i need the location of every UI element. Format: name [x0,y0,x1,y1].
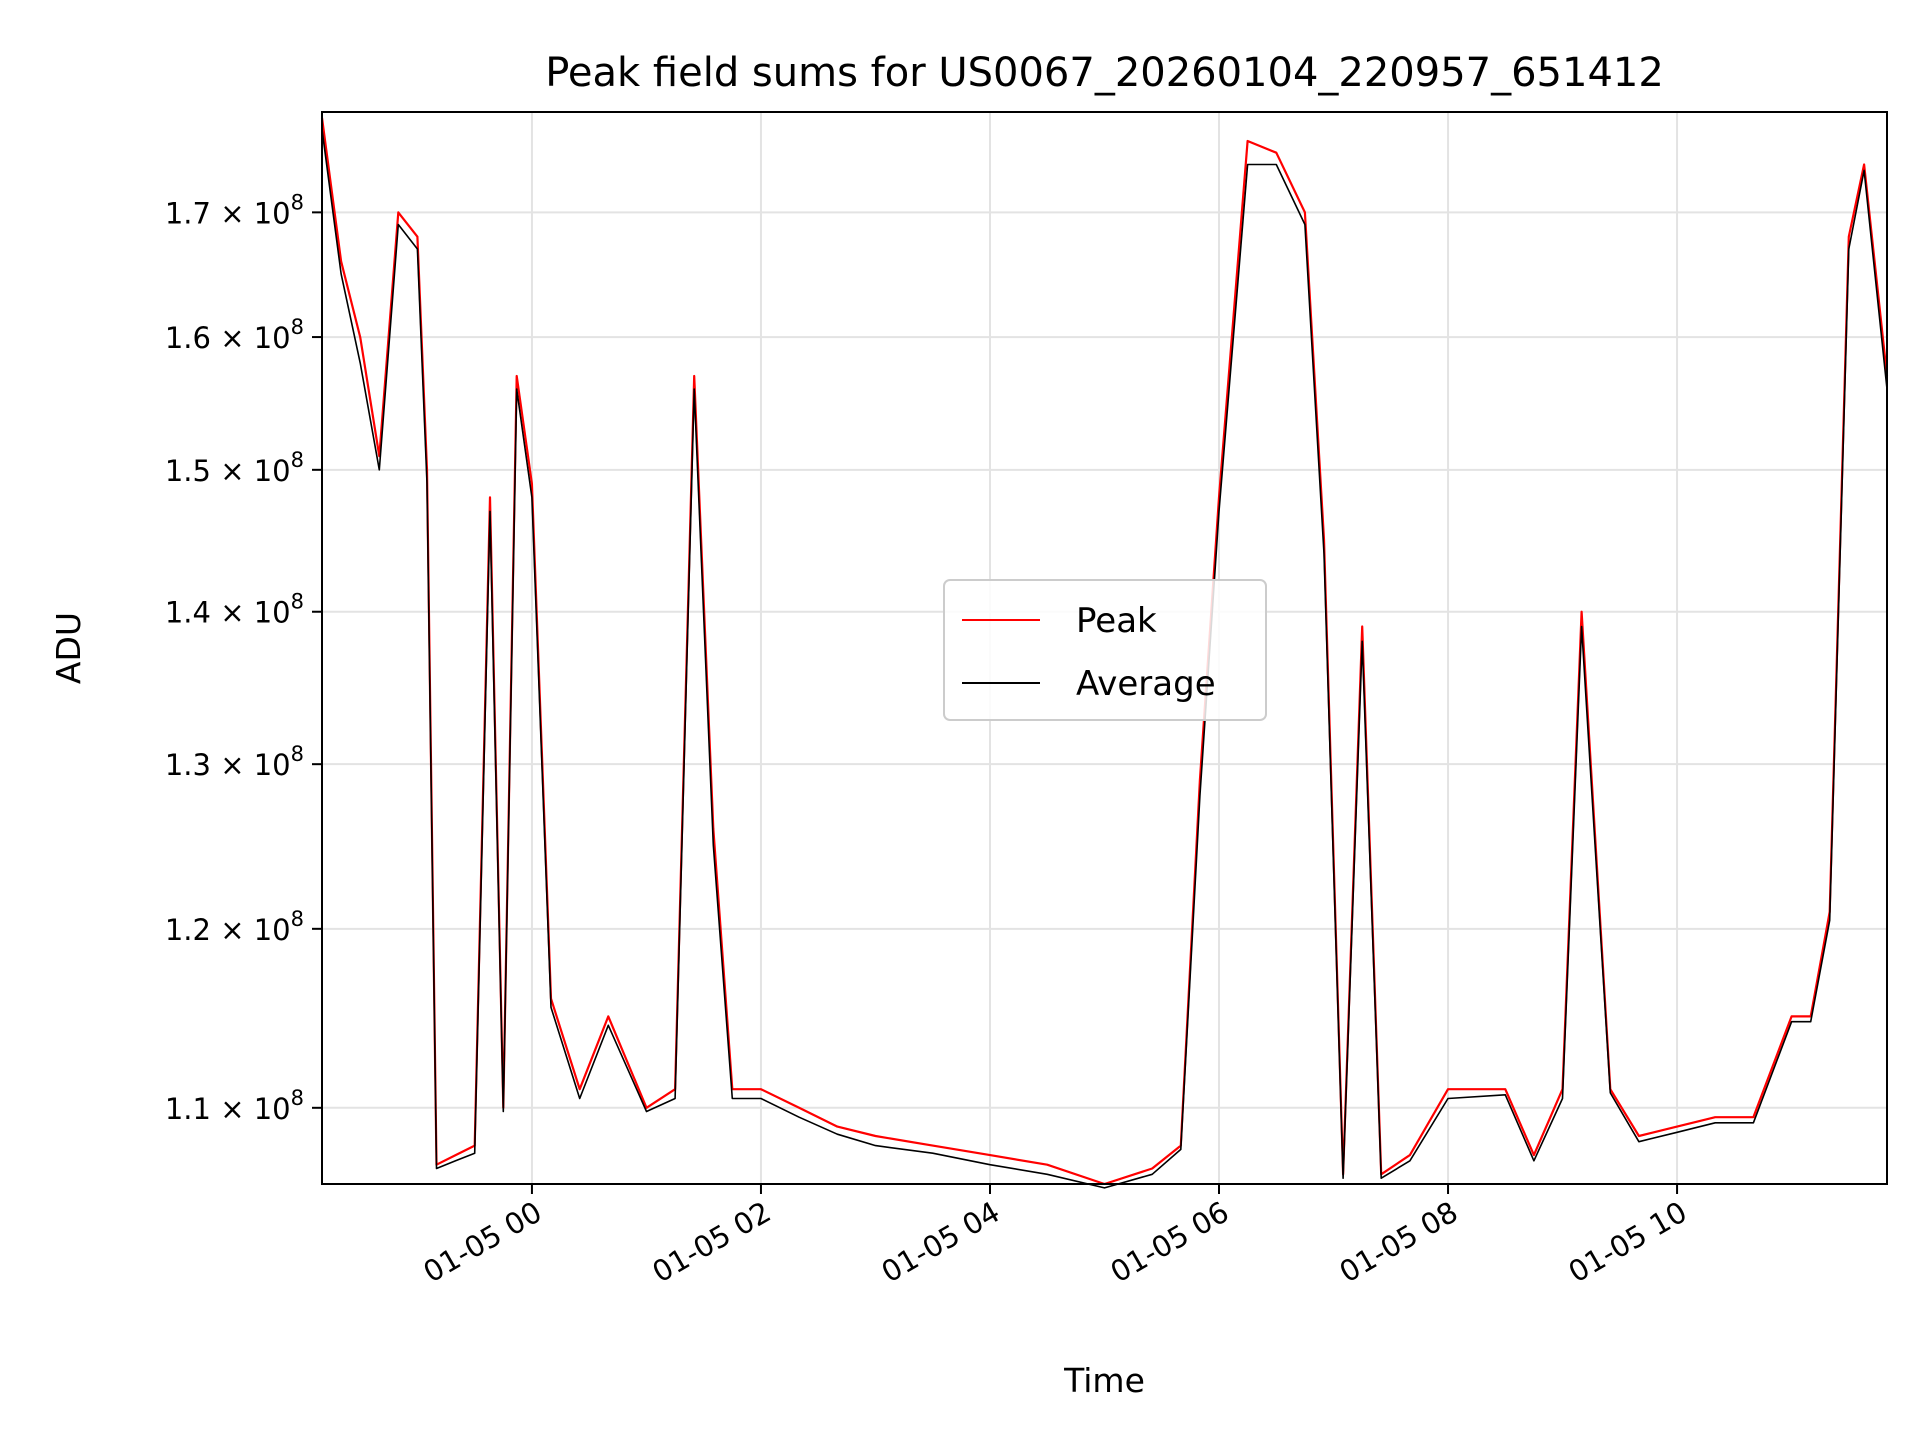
x-tick-label: 01-05 04 [876,1195,1006,1290]
series-line-average [321,129,1888,1189]
x-axis-label: Time [1063,1361,1145,1400]
y-tick-mantissa: 1.5 [165,454,211,488]
y-tick-exponent: 8 [291,907,304,931]
y-tick-exponent: 8 [291,190,304,214]
y-tick-exponent: 8 [291,742,304,766]
y-tick-mantissa: 1.3 [165,748,211,782]
y-tick-label: 1.3 × 108 [165,742,304,782]
plot-frame [321,111,1888,1185]
x-tick-label: 01-05 06 [1105,1195,1235,1290]
y-tick-mantissa: 1.6 [165,321,211,355]
x-tick-label: 01-05 00 [418,1195,548,1290]
y-axis-label: ADU [49,612,88,684]
y-tick-label: 1.7 × 108 [165,190,304,230]
y-tick-mantissa: 1.1 [165,1092,211,1126]
y-tick-times: × 10 [211,454,291,488]
legend-box [943,579,1267,721]
y-tick-times: × 10 [211,748,291,782]
y-tick-times: × 10 [211,321,291,355]
x-tick-label: 01-05 02 [647,1195,777,1290]
series-layer [320,117,1889,1189]
y-tick-label: 1.5 × 108 [165,448,304,488]
x-tick-label: 01-05 08 [1334,1195,1464,1290]
y-tick-label: 1.1 × 108 [165,1086,304,1126]
y-tick-mantissa: 1.4 [165,596,211,630]
series-average [321,129,1888,1189]
y-tick-exponent: 8 [291,315,304,339]
y-tick-exponent: 8 [291,1086,304,1110]
y-tick-exponent: 8 [291,448,304,472]
x-tick-label: 01-05 10 [1563,1195,1693,1290]
chart-title: Peak field sums for US0067_20260104_2209… [545,50,1664,96]
y-tick-exponent: 8 [291,590,304,614]
y-tick-times: × 10 [211,596,291,630]
y-tick-times: × 10 [211,913,291,947]
y-tick-mantissa: 1.2 [165,913,211,947]
legend-label: Peak [1076,601,1157,641]
y-tick-label: 1.2 × 108 [165,907,304,947]
y-tick-mantissa: 1.7 [165,196,211,230]
grid-lines [322,112,1887,1184]
legend: Peak Average [943,579,1267,721]
y-tick-times: × 10 [211,196,291,230]
y-tick-label: 1.4 × 108 [165,590,304,630]
y-tick-label: 1.6 × 108 [165,315,304,355]
x-axis: 01-05 00 01-05 02 01-05 04 01-05 06 01-05 08… [418,1184,1693,1289]
legend-label: Average [1076,664,1216,704]
y-tick-times: × 10 [211,1092,291,1126]
